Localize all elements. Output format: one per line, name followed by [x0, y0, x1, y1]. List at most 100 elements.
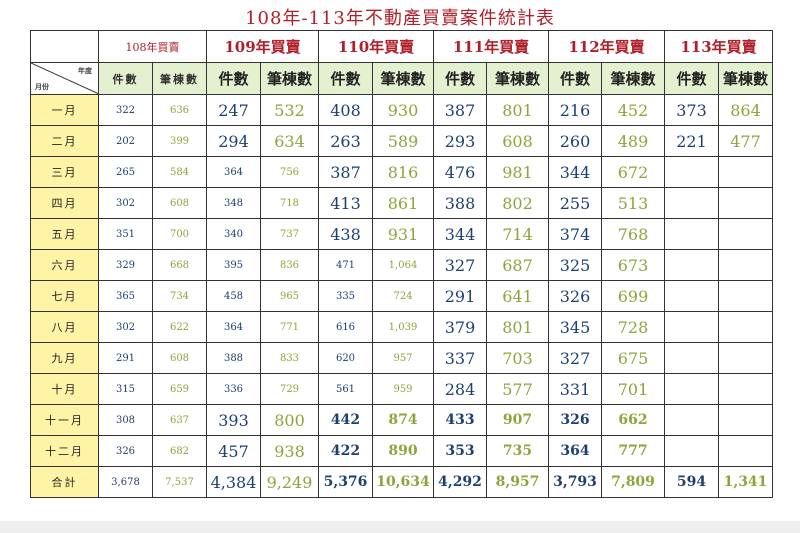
- parcels-cell: 452: [601, 94, 665, 126]
- parcels-cell: 737: [260, 218, 319, 250]
- parcels-cell: 399: [152, 125, 207, 157]
- parcels-cell: 700: [152, 218, 207, 250]
- year-header-110: 110年買賣: [318, 30, 434, 63]
- count-cell: 216: [548, 94, 602, 126]
- count-cell: 373: [664, 94, 719, 126]
- count-cell: 348: [206, 187, 261, 219]
- parcels-cell: 1,064: [372, 249, 434, 281]
- year-header-113: 113年買賣: [664, 30, 773, 63]
- parcels-cell: [718, 342, 773, 374]
- count-cell: 260: [548, 125, 602, 157]
- corner-diagonal: [31, 63, 98, 94]
- month-label: 六月: [30, 249, 99, 281]
- total-count-cell: 594: [664, 466, 719, 498]
- count-cell: 302: [98, 187, 153, 219]
- year-header-112: 112年買賣: [548, 30, 665, 63]
- count-cell: 471: [318, 249, 373, 281]
- parcels-cell: 634: [260, 125, 319, 157]
- parcels-cell: 608: [152, 342, 207, 374]
- count-cell: 327: [433, 249, 487, 281]
- parcels-cell: 675: [601, 342, 665, 374]
- total-count-cell: 3,678: [98, 466, 153, 498]
- parcels-cell: [718, 218, 773, 250]
- count-cell: 476: [433, 156, 487, 188]
- parcels-cell: 477: [718, 125, 773, 157]
- total-parcels-cell: 7,809: [601, 466, 665, 498]
- count-cell: 364: [206, 156, 261, 188]
- count-cell: 458: [206, 280, 261, 312]
- table-row: 四月 302 608 348 718 413 861 388 802 255 513: [30, 187, 773, 219]
- parcels-cell: [718, 404, 773, 436]
- table-body: 一月 322 636 247 532 408 930 387 801 216 452 373 864 二月…: [30, 94, 773, 498]
- parcels-cell: 682: [152, 435, 207, 467]
- count-cell: [664, 156, 719, 188]
- count-cell: 344: [433, 218, 487, 250]
- parcels-cell: 703: [486, 342, 549, 374]
- parcels-cell: 771: [260, 311, 319, 343]
- parcels-cell: 608: [152, 187, 207, 219]
- parcels-cell: 981: [486, 156, 549, 188]
- count-cell: 326: [548, 404, 602, 436]
- count-cell: 395: [206, 249, 261, 281]
- corner-label-year: 年度: [78, 66, 92, 75]
- count-cell: 302: [98, 311, 153, 343]
- parcels-cell: 673: [601, 249, 665, 281]
- month-label: 五月: [30, 218, 99, 250]
- parcels-cell: 662: [601, 404, 665, 436]
- table-row: 六月 329 668 395 836 471 1,064 327 687 325 673: [30, 249, 773, 281]
- total-count-cell: 4,384: [206, 466, 261, 498]
- count-cell: 433: [433, 404, 487, 436]
- count-cell: 442: [318, 404, 373, 436]
- count-cell: 322: [98, 94, 153, 126]
- table-row: 二月 202 399 294 634 263 589 293 608 260 489 221 477: [30, 125, 773, 157]
- sub-header-parcels: 筆棟數: [260, 62, 319, 95]
- sub-header-count: 件數: [433, 62, 487, 95]
- count-cell: 561: [318, 373, 373, 405]
- count-cell: 265: [98, 156, 153, 188]
- table-row: 十二月 326 682 457 938 422 890 353 735 364 777: [30, 435, 773, 467]
- count-cell: 408: [318, 94, 373, 126]
- table-row: 一月 322 636 247 532 408 930 387 801 216 452 373 864: [30, 94, 773, 126]
- count-cell: [664, 342, 719, 374]
- footer-bar: [0, 521, 800, 533]
- count-cell: 365: [98, 280, 153, 312]
- parcels-cell: 768: [601, 218, 665, 250]
- sub-header-parcels: 筆棟數: [718, 62, 773, 95]
- table-row: 五月 351 700 340 737 438 931 344 714 374 768: [30, 218, 773, 250]
- count-cell: [664, 280, 719, 312]
- total-count-cell: 5,376: [318, 466, 373, 498]
- count-cell: 387: [318, 156, 373, 188]
- parcels-cell: 589: [372, 125, 434, 157]
- parcels-cell: [718, 187, 773, 219]
- parcels-cell: 965: [260, 280, 319, 312]
- count-cell: 340: [206, 218, 261, 250]
- count-cell: 351: [98, 218, 153, 250]
- count-cell: [664, 311, 719, 343]
- count-cell: 379: [433, 311, 487, 343]
- parcels-cell: 907: [486, 404, 549, 436]
- parcels-cell: 718: [260, 187, 319, 219]
- parcels-cell: 714: [486, 218, 549, 250]
- count-cell: 364: [548, 435, 602, 467]
- year-header-row: 108年買賣 109年買賣 110年買賣 111年買賣 112年買賣 113年買…: [30, 30, 773, 63]
- parcels-cell: [718, 280, 773, 312]
- table-row: 八月 302 622 364 771 616 1,039 379 801 345 728: [30, 311, 773, 343]
- total-parcels-cell: 8,957: [486, 466, 549, 498]
- sub-header-parcels: 筆棟數: [152, 62, 207, 95]
- count-cell: 293: [433, 125, 487, 157]
- parcels-cell: [718, 373, 773, 405]
- count-cell: 620: [318, 342, 373, 374]
- count-cell: 457: [206, 435, 261, 467]
- table-row: 十一月 308 637 393 800 442 874 433 907 326 662: [30, 404, 773, 436]
- count-cell: 344: [548, 156, 602, 188]
- count-cell: 221: [664, 125, 719, 157]
- count-cell: 247: [206, 94, 261, 126]
- parcels-cell: 584: [152, 156, 207, 188]
- count-cell: 422: [318, 435, 373, 467]
- parcels-cell: 577: [486, 373, 549, 405]
- parcels-cell: 1,039: [372, 311, 434, 343]
- parcels-cell: [718, 156, 773, 188]
- sub-header-parcels: 筆棟數: [372, 62, 434, 95]
- parcels-cell: 672: [601, 156, 665, 188]
- parcels-cell: 608: [486, 125, 549, 157]
